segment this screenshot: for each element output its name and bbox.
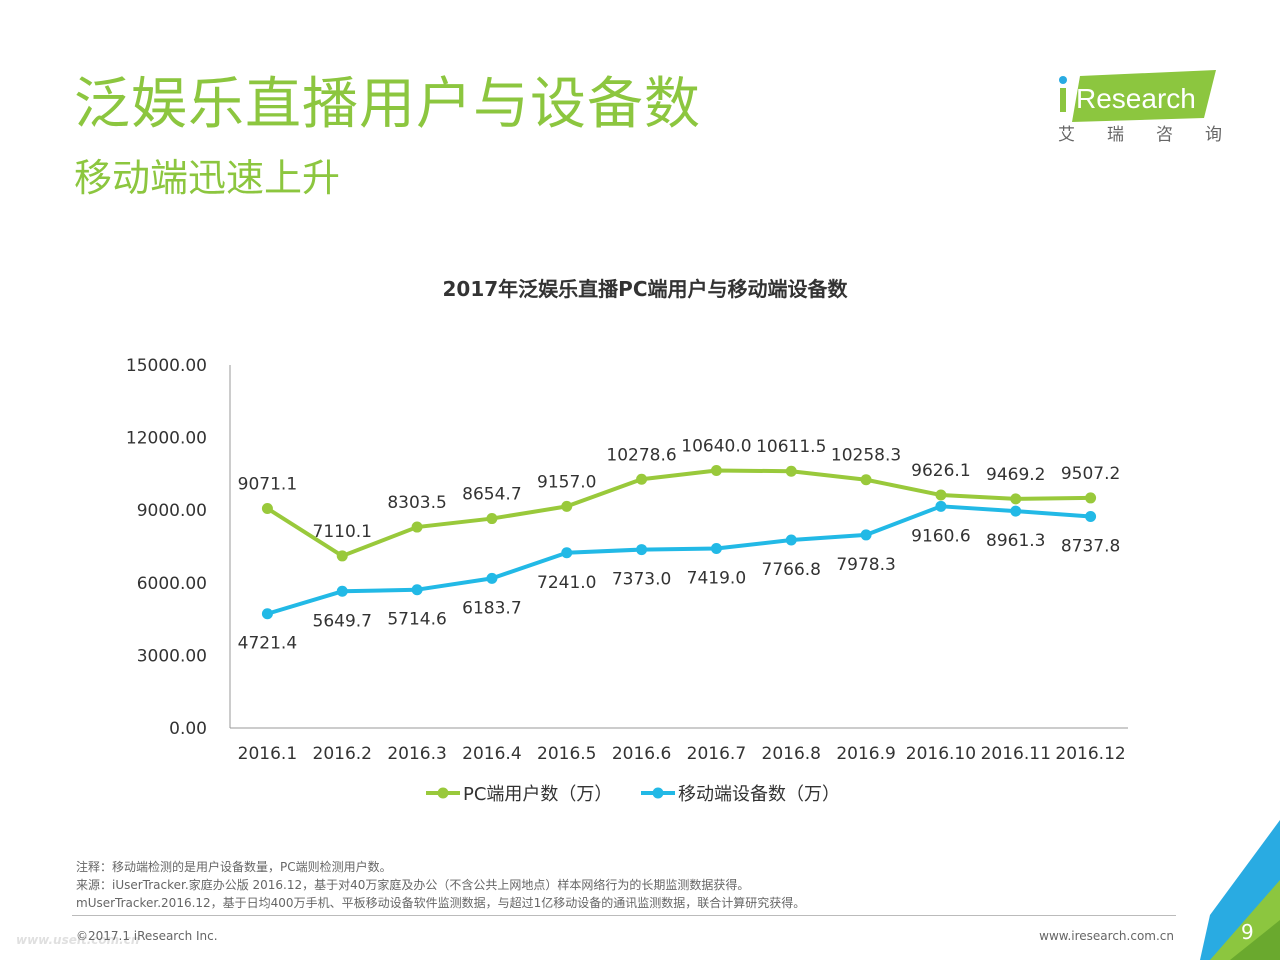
data-point	[411, 584, 423, 596]
data-point	[486, 572, 498, 584]
data-label: 8737.8	[1061, 537, 1120, 557]
data-point	[1085, 492, 1097, 504]
y-tick-label: 12000.00	[126, 429, 207, 449]
line-chart: 2017年泛娱乐直播PC端用户与移动端设备数 0.00 3000.00 6000.00…	[126, 277, 1128, 805]
data-label: 10611.5	[756, 437, 826, 457]
x-tick-label: 2016.12	[1055, 744, 1125, 764]
data-label: 5714.6	[387, 610, 446, 630]
data-point	[261, 608, 273, 620]
data-label: 8654.7	[462, 485, 521, 505]
x-tick-label: 2016.11	[981, 744, 1051, 764]
watermark: www.useit.com.cn	[16, 933, 140, 947]
data-point	[411, 521, 423, 533]
data-label: 6183.7	[462, 598, 521, 618]
data-point	[561, 500, 573, 512]
data-label: 9157.0	[537, 472, 596, 492]
x-tick-label: 2016.1	[238, 744, 297, 764]
data-label: 7419.0	[687, 568, 746, 588]
footer-divider	[72, 915, 1176, 916]
legend-marker	[652, 787, 664, 799]
data-point	[1010, 505, 1022, 517]
x-tick-label: 2016.7	[687, 744, 746, 764]
data-label: 10640.0	[681, 437, 751, 457]
x-tick-label: 2016.5	[537, 744, 596, 764]
data-point	[1010, 493, 1022, 505]
data-label: 8961.3	[986, 531, 1045, 551]
data-label: 7241.0	[537, 573, 596, 593]
data-point	[710, 542, 722, 554]
data-point	[935, 489, 947, 501]
brand-cn-char: 询	[1205, 125, 1222, 145]
brand-cn-char: 艾	[1058, 125, 1075, 145]
data-label: 5649.7	[313, 611, 372, 631]
y-tick-label: 9000.00	[137, 501, 207, 521]
data-point	[860, 474, 872, 486]
x-tick-label: 2016.2	[313, 744, 372, 764]
y-tick-label: 15000.00	[126, 356, 207, 376]
data-label: 7110.1	[313, 522, 372, 542]
data-point	[785, 465, 797, 477]
data-point	[336, 585, 348, 597]
data-label: 9071.1	[238, 474, 297, 494]
legend-label: PC端用户数（万）	[463, 784, 612, 805]
data-label: 9626.1	[911, 461, 970, 481]
x-tick-label: 2016.4	[462, 744, 521, 764]
data-point	[860, 529, 872, 541]
y-tick-label: 3000.00	[137, 646, 207, 666]
page-subtitle: 移动端迅速上升	[74, 156, 341, 200]
x-tick-label: 2016.3	[387, 744, 446, 764]
footnotes: 注释：移动端检测的是用户设备数量，PC端则检测用户数。 来源：iUserTrac…	[76, 858, 1176, 912]
data-label: 8303.5	[387, 493, 446, 513]
page-number: 9	[1241, 920, 1254, 944]
series-line	[266, 468, 1091, 558]
data-label: 7373.0	[612, 570, 671, 590]
series-line	[266, 504, 1091, 616]
data-label: 7766.8	[762, 560, 821, 580]
data-point	[1085, 511, 1097, 523]
data-label: 4721.4	[238, 634, 297, 654]
x-tick-label: 2016.10	[906, 744, 976, 764]
data-point	[336, 550, 348, 562]
y-tick-label: 6000.00	[137, 574, 207, 594]
iresearch-logo: Research	[1059, 70, 1216, 122]
data-point	[261, 502, 273, 514]
page-title: 泛娱乐直播用户与设备数	[74, 72, 701, 137]
corner-decoration	[1200, 820, 1280, 960]
data-point	[785, 534, 797, 546]
data-point	[636, 473, 648, 485]
data-label: 10278.6	[606, 445, 676, 465]
data-point	[561, 547, 573, 559]
footnote-source: 来源：iUserTracker.家庭办公版 2016.12，基于对40万家庭及办…	[76, 878, 750, 892]
data-label: 9469.2	[986, 465, 1045, 485]
copyright: ©2017.1 iResearch Inc.	[76, 929, 218, 943]
data-point	[636, 544, 648, 556]
chart-title: 2017年泛娱乐直播PC端用户与移动端设备数	[443, 277, 849, 301]
data-label: 9160.6	[911, 526, 970, 546]
legend-marker	[437, 787, 449, 799]
footnote-note: 注释：移动端检测的是用户设备数量，PC端则检测用户数。	[76, 860, 392, 874]
data-label: 7978.3	[836, 555, 895, 575]
legend-label: 移动端设备数（万）	[678, 784, 840, 805]
data-label: 10258.3	[831, 446, 901, 466]
data-point	[710, 465, 722, 477]
x-tick-label: 2016.8	[762, 744, 821, 764]
footnote-source-mobile: mUserTracker.2016.12，基于日均400万手机、平板移动设备软件…	[76, 896, 806, 910]
svg-text:Research: Research	[1076, 83, 1196, 114]
x-tick-label: 2016.9	[836, 744, 895, 764]
x-tick-label: 2016.6	[612, 744, 671, 764]
data-point	[935, 500, 947, 512]
y-tick-label: 0.00	[169, 719, 207, 739]
data-label: 9507.2	[1061, 464, 1120, 484]
data-point	[486, 513, 498, 525]
brand-cn-char: 咨	[1156, 125, 1173, 145]
brand-cn-char: 瑞	[1107, 125, 1124, 145]
brand-cn-label: 艾 瑞 咨 询	[1058, 124, 1222, 146]
website-link[interactable]: www.iresearch.com.cn	[1039, 929, 1174, 943]
